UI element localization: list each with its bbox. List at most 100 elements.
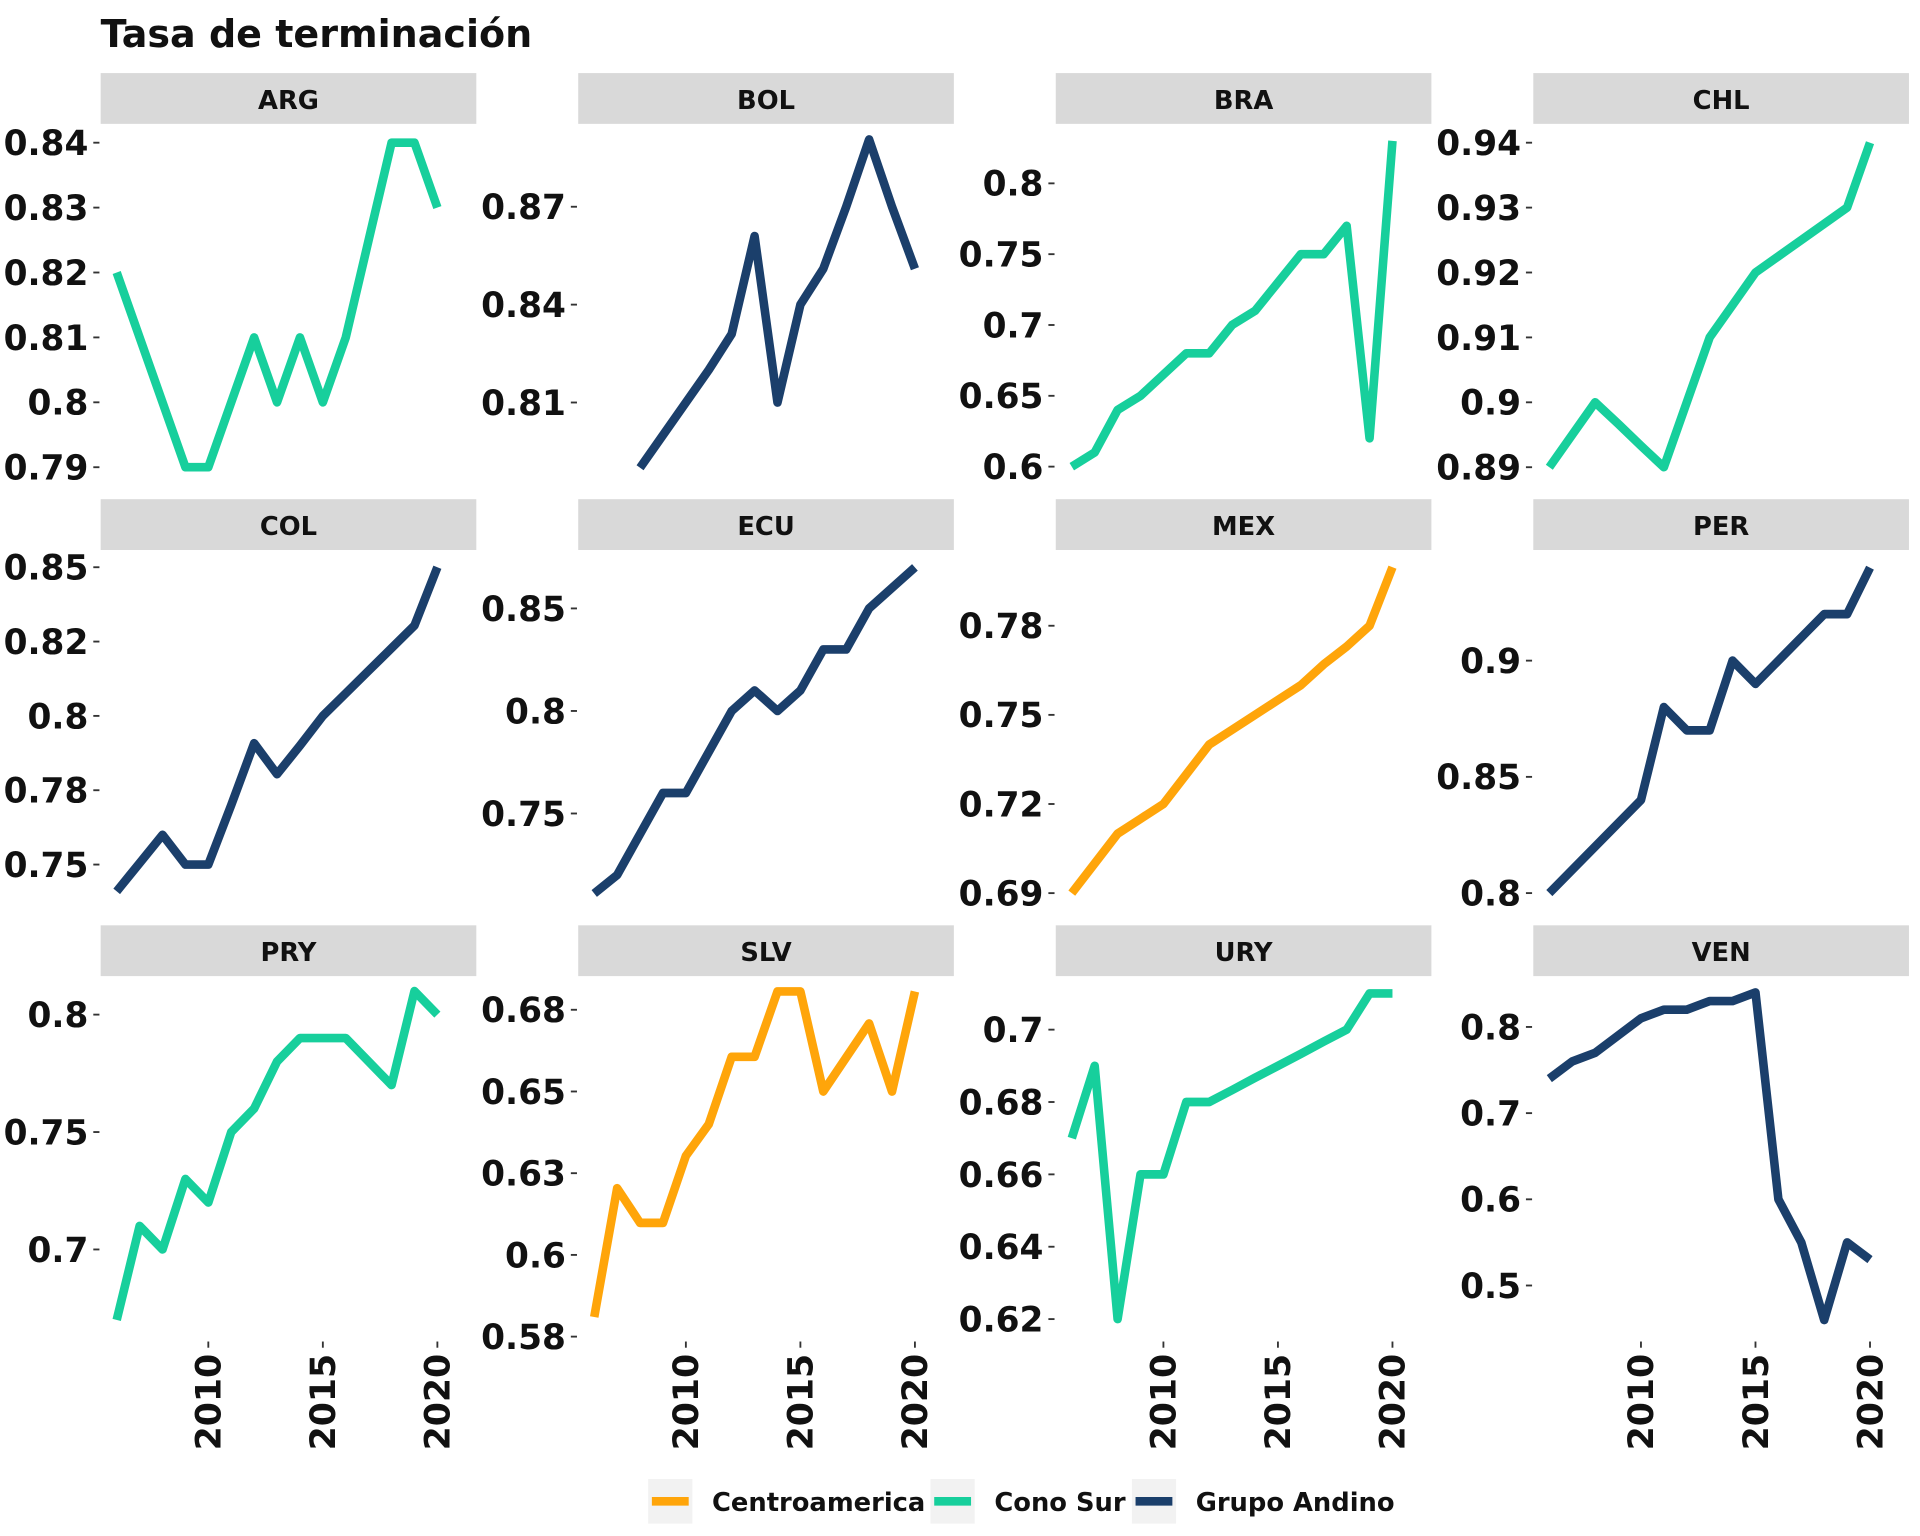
strip bbox=[578, 73, 954, 124]
y-tick-label: 0.7 bbox=[983, 306, 1044, 346]
y-tick-label: 0.8 bbox=[505, 692, 566, 732]
y-tick-label: 0.63 bbox=[481, 1154, 566, 1194]
strip-label: ARG bbox=[258, 86, 319, 116]
y-tick-label: 0.9 bbox=[1460, 642, 1521, 682]
y-tick-label: 0.62 bbox=[959, 1300, 1044, 1340]
strip bbox=[100, 499, 477, 550]
x-tick-label: 2020 bbox=[1851, 1354, 1891, 1451]
y-tick-label: 0.89 bbox=[1436, 448, 1521, 488]
y-tick-label: 0.7 bbox=[983, 1011, 1044, 1051]
x-tick-label: 2010 bbox=[1622, 1354, 1662, 1451]
legend-label: Centroamerica bbox=[712, 1488, 925, 1518]
y-tick-label: 0.75 bbox=[959, 696, 1044, 736]
x-tick-label: 2020 bbox=[1374, 1354, 1414, 1451]
y-tick-label: 0.84 bbox=[4, 124, 89, 164]
strip-label: PER bbox=[1693, 512, 1749, 542]
strip-label: MEX bbox=[1212, 512, 1275, 542]
y-tick-label: 0.78 bbox=[4, 771, 89, 811]
y-tick-label: 0.75 bbox=[4, 1113, 89, 1153]
y-tick-label: 0.8 bbox=[1460, 1008, 1521, 1048]
y-tick-label: 0.7 bbox=[28, 1231, 89, 1271]
y-tick-label: 0.64 bbox=[959, 1228, 1044, 1268]
line bbox=[1546, 565, 1874, 897]
y-tick-label: 0.66 bbox=[959, 1156, 1044, 1196]
y-tick-label: 0.65 bbox=[959, 377, 1044, 417]
line bbox=[112, 138, 442, 472]
strip bbox=[1533, 925, 1909, 977]
y-tick-label: 0.79 bbox=[4, 448, 89, 488]
strip-label: CHL bbox=[1693, 86, 1750, 116]
strip bbox=[578, 499, 954, 550]
line bbox=[590, 987, 920, 1318]
line bbox=[1067, 989, 1393, 1324]
y-tick-label: 0.6 bbox=[1460, 1181, 1521, 1221]
x-tick-label: 2010 bbox=[1145, 1354, 1185, 1451]
y-tick-label: 0.92 bbox=[1436, 254, 1521, 294]
strip-label: URY bbox=[1215, 938, 1273, 968]
legend-label: Cono Sur bbox=[994, 1488, 1125, 1518]
strip-label: PRY bbox=[261, 938, 317, 968]
y-tick-label: 0.8 bbox=[28, 996, 89, 1036]
y-tick-label: 0.6 bbox=[983, 448, 1044, 488]
line bbox=[112, 986, 441, 1321]
y-tick-label: 0.75 bbox=[4, 846, 89, 886]
strip bbox=[1533, 73, 1909, 124]
y-tick-label: 0.83 bbox=[4, 189, 89, 229]
strip bbox=[1533, 499, 1909, 550]
x-tick-label: 2015 bbox=[1737, 1354, 1777, 1451]
y-tick-label: 0.68 bbox=[481, 991, 566, 1031]
strip bbox=[100, 73, 477, 124]
y-tick-label: 0.5 bbox=[1460, 1267, 1521, 1307]
y-tick-label: 0.72 bbox=[959, 785, 1044, 825]
x-tick-label: 2015 bbox=[304, 1354, 344, 1451]
y-tick-label: 0.7 bbox=[1460, 1094, 1521, 1134]
y-tick-label: 0.65 bbox=[481, 1073, 566, 1113]
strip-label: COL bbox=[260, 512, 317, 542]
y-tick-label: 0.91 bbox=[1436, 319, 1521, 359]
y-tick-label: 0.9 bbox=[1460, 384, 1521, 424]
line bbox=[1068, 565, 1397, 896]
strip bbox=[1055, 925, 1432, 977]
y-tick-label: 0.82 bbox=[4, 254, 89, 294]
line bbox=[1546, 988, 1873, 1325]
strip bbox=[578, 925, 954, 977]
y-tick-label: 0.85 bbox=[481, 590, 566, 630]
y-tick-label: 0.69 bbox=[959, 874, 1044, 914]
strip bbox=[100, 925, 477, 977]
x-tick-label: 2015 bbox=[782, 1354, 822, 1451]
strip bbox=[1055, 73, 1432, 124]
y-tick-label: 0.8 bbox=[28, 697, 89, 737]
x-tick-label: 2015 bbox=[1259, 1354, 1299, 1451]
strip bbox=[1055, 499, 1432, 550]
y-tick-label: 0.58 bbox=[481, 1318, 566, 1358]
legend-label: Grupo Andino bbox=[1196, 1488, 1395, 1518]
y-tick-label: 0.81 bbox=[4, 319, 89, 359]
strip-label: BOL bbox=[737, 86, 795, 116]
strip-label: BRA bbox=[1214, 86, 1273, 116]
y-tick-label: 0.6 bbox=[505, 1236, 566, 1276]
y-tick-label: 0.85 bbox=[4, 548, 89, 588]
line bbox=[636, 135, 919, 471]
y-tick-label: 0.8 bbox=[1460, 874, 1521, 914]
y-tick-label: 0.93 bbox=[1436, 189, 1521, 229]
y-tick-label: 0.87 bbox=[481, 188, 566, 228]
x-tick-label: 2010 bbox=[667, 1354, 707, 1451]
strip-label: VEN bbox=[1692, 938, 1751, 968]
chart-title: Tasa de terminación bbox=[101, 13, 533, 57]
line bbox=[1069, 140, 1397, 471]
line bbox=[113, 565, 442, 895]
line bbox=[1545, 141, 1875, 472]
y-tick-label: 0.8 bbox=[28, 384, 89, 424]
y-tick-label: 0.75 bbox=[481, 795, 566, 835]
line bbox=[591, 564, 918, 897]
strip-label: ECU bbox=[737, 512, 794, 542]
y-tick-label: 0.81 bbox=[481, 384, 566, 424]
y-tick-label: 0.84 bbox=[481, 286, 566, 326]
y-tick-label: 0.85 bbox=[1436, 758, 1521, 798]
y-tick-label: 0.82 bbox=[4, 623, 89, 663]
y-tick-label: 0.75 bbox=[959, 235, 1044, 275]
x-tick-label: 2020 bbox=[419, 1354, 459, 1451]
x-tick-label: 2020 bbox=[896, 1354, 936, 1451]
y-tick-label: 0.68 bbox=[959, 1083, 1044, 1123]
